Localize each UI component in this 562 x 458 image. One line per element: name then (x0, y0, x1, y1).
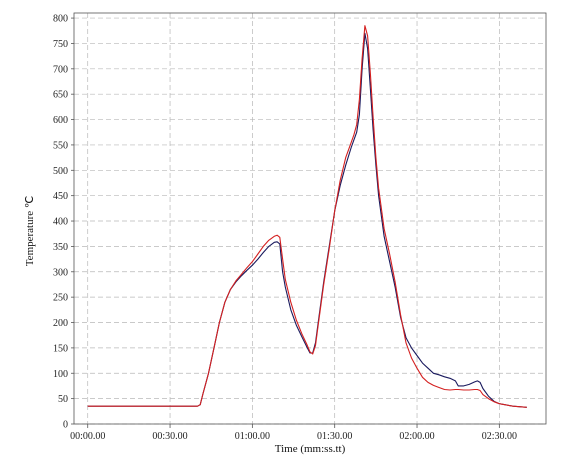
y-tick-label: 750 (53, 39, 68, 50)
x-tick-label: 01:00.00 (235, 431, 270, 442)
y-tick-label: 200 (53, 318, 68, 329)
y-tick-label: 650 (53, 90, 68, 101)
y-tick-label: 100 (53, 369, 68, 380)
series-line-2 (87, 25, 527, 408)
x-tick-label: 00:30.00 (152, 431, 187, 442)
y-tick-label: 250 (53, 293, 68, 304)
y-tick-labels: 0 50 100 150 200 250 300 350 400 450 500 550 600 650 7… (53, 14, 74, 431)
x-tick-labels: 00:00.00 00:30.00 01:00.00 01:30.00 02:00.00… (70, 424, 517, 442)
y-tick-label: 50 (58, 394, 68, 405)
y-tick-label: 450 (53, 191, 68, 202)
y-tick-label: 600 (53, 115, 68, 126)
y-tick-label: 400 (53, 217, 68, 228)
x-tick-label: 02:00.00 (399, 431, 434, 442)
y-tick-label: 700 (53, 64, 68, 75)
gridlines (74, 13, 546, 425)
series-layer (87, 25, 527, 408)
y-tick-label: 150 (53, 343, 68, 354)
x-tick-label: 02:30.00 (482, 431, 517, 442)
x-axis-title: Time (mm:ss.tt) (275, 443, 346, 455)
y-tick-label: 550 (53, 140, 68, 151)
series-line-1 (87, 32, 527, 408)
y-tick-label: 0 (63, 420, 68, 431)
y-axis-title: Temperature ℃ (24, 196, 36, 267)
plot-frame (73, 12, 547, 425)
x-tick-label: 01:30.00 (317, 431, 352, 442)
y-tick-label: 350 (53, 242, 68, 253)
x-tick-label: 00:00.00 (70, 431, 105, 442)
y-tick-label: 800 (53, 14, 68, 25)
y-tick-label: 300 (53, 267, 68, 278)
y-tick-label: 500 (53, 166, 68, 177)
